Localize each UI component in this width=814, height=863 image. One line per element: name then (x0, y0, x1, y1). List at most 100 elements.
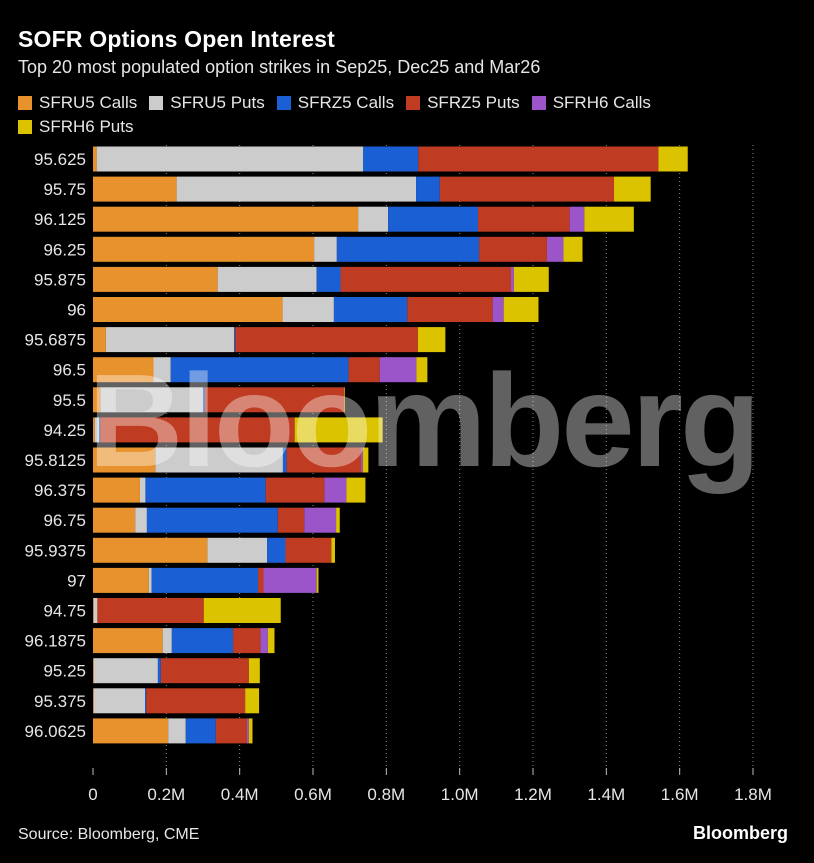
bar-segment (361, 447, 363, 473)
bar-segment (348, 357, 380, 383)
source-note: Source: Bloomberg, CME (18, 826, 200, 843)
bar-segment (294, 417, 383, 443)
y-tick-label: 95.75 (43, 180, 86, 199)
bar-segment (157, 658, 161, 684)
bar-segment (93, 447, 156, 473)
bar-segment (135, 507, 147, 533)
bar-segment (546, 236, 564, 262)
x-tick-label: 1.2M (514, 785, 552, 804)
bar-segment (235, 327, 418, 353)
bar-segment (203, 387, 205, 413)
bar-segment (340, 266, 511, 292)
bar-segment (304, 507, 337, 533)
bar-segment (153, 357, 171, 383)
legend-label-sfrh6-puts: SFRH6 Puts (39, 117, 134, 136)
y-tick-label: 95.6875 (25, 331, 86, 350)
legend-item-sfru5-puts: SFRU5 Puts (149, 93, 265, 113)
y-tick-label: 95.875 (34, 270, 86, 289)
bar-segment (336, 507, 340, 533)
bar-segment (416, 357, 428, 383)
bar-segment (96, 146, 364, 172)
bar-segment (97, 598, 204, 623)
bar-segment (215, 718, 247, 744)
bar-segment (145, 477, 266, 503)
bar-segment (100, 417, 295, 443)
bar-segment (260, 628, 268, 654)
bar-segment (93, 628, 163, 654)
bar-segment (314, 236, 337, 262)
bar-segment (336, 236, 480, 262)
legend-label-sfrz5-calls: SFRZ5 Calls (297, 93, 395, 112)
legend-swatch-sfrz5-calls (276, 96, 291, 110)
bar-segment (267, 537, 286, 563)
bar-segment (145, 688, 147, 714)
y-tick-label: 95.25 (43, 662, 86, 681)
bar-segment (93, 266, 218, 292)
bar-segment (105, 327, 235, 353)
legend-label-sfru5-calls: SFRU5 Calls (39, 93, 138, 112)
bar-segment (171, 628, 234, 654)
bar-segment (247, 718, 249, 744)
bar-segment (569, 206, 585, 232)
y-tick-label: 96.0625 (25, 722, 86, 741)
bar-segment (93, 236, 315, 262)
bar-segment (503, 297, 539, 322)
bar-segment (146, 507, 278, 533)
bar-segment (93, 417, 95, 443)
legend-swatch-sfrz5-puts (406, 96, 421, 110)
bar-segment (324, 477, 347, 503)
y-tick-label: 94.25 (43, 421, 86, 440)
bar-segment (479, 236, 547, 262)
bar-segment (416, 176, 440, 202)
bar-segment (233, 628, 261, 654)
bar-segment (93, 357, 154, 383)
bar-segment (93, 146, 97, 172)
legend-swatch-sfrh6-puts (18, 120, 32, 134)
legend-item-sfrh6-calls: SFRH6 Calls (531, 93, 651, 113)
y-tick-label: 95.5 (53, 391, 86, 410)
x-tick-label: 0.8M (367, 785, 405, 804)
bar-segment (146, 688, 246, 714)
bar-segment (93, 327, 106, 353)
legend-label-sfru5-puts: SFRU5 Puts (170, 93, 265, 112)
bar-segment (563, 236, 583, 262)
y-tick-label: 96.25 (43, 240, 86, 259)
x-tick-label: 0.4M (221, 785, 259, 804)
legend-label-sfrz5-puts: SFRZ5 Puts (427, 93, 520, 112)
bar-segment (93, 658, 94, 684)
bar-segment (418, 146, 659, 172)
bar-segment (151, 567, 258, 593)
chart-subtitle: Top 20 most populated option strikes in … (18, 57, 541, 77)
x-tick-label: 1.0M (441, 785, 479, 804)
bar-segment (234, 327, 236, 353)
legend-item-sfrh6-puts: SFRH6 Puts (18, 117, 133, 137)
bar-segment (185, 718, 216, 744)
bloomberg-logo: Bloomberg (692, 823, 788, 843)
legend-label-sfrh6-calls: SFRH6 Calls (552, 93, 651, 112)
bar-segment (258, 567, 264, 593)
x-tick-label: 0 (88, 785, 97, 804)
bar-segment (248, 658, 260, 684)
bar-segment (614, 176, 651, 202)
legend-item-sfrz5-calls: SFRZ5 Calls (276, 93, 395, 113)
bar-segment (168, 718, 186, 744)
bar-segment (94, 417, 100, 443)
bar-segment (478, 206, 570, 232)
legend-item-sfrz5-puts: SFRZ5 Puts (406, 93, 520, 113)
bar-segment (513, 266, 549, 292)
y-tick-label: 95.375 (34, 692, 86, 711)
bar-segment (282, 447, 287, 473)
bar-segment (93, 688, 94, 714)
bar-segment (93, 206, 359, 232)
bar-segment (100, 387, 203, 413)
y-tick-label: 96.75 (43, 511, 86, 530)
bar-segment (285, 537, 332, 563)
bar-segment (245, 688, 260, 714)
bar-segment (93, 598, 98, 623)
bar-segment (203, 598, 281, 623)
y-tick-label: 96.1875 (25, 632, 86, 651)
x-tick-label: 1.8M (734, 785, 772, 804)
bar-segment (93, 688, 146, 714)
bar-segment (139, 477, 146, 503)
x-tick-label: 1.6M (661, 785, 699, 804)
